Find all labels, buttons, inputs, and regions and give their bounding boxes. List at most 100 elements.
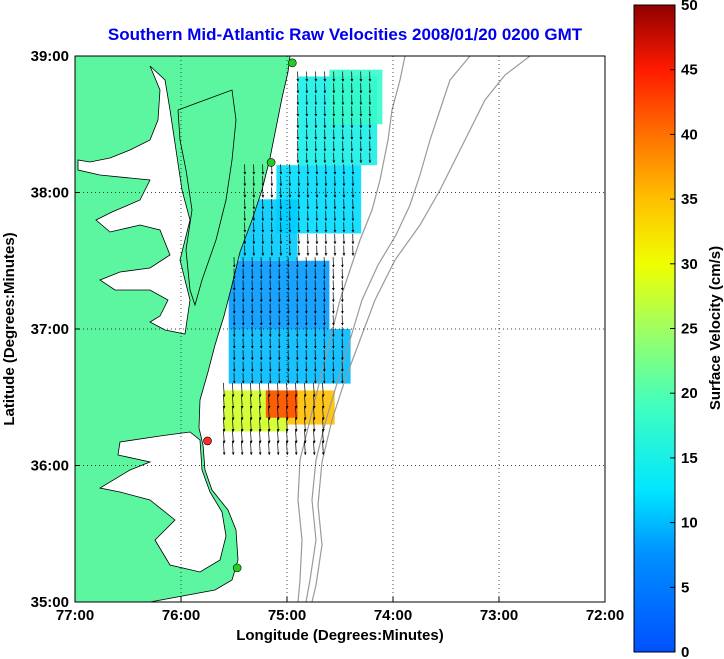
y-axis-label: Latitude (Degrees:Minutes) [1,232,18,425]
velocity-vector [231,429,235,444]
colorbar-gradient [633,4,676,653]
x-tick-label: 77:00 [56,607,94,624]
velocity-vector [267,406,271,421]
velocity-vector [294,417,298,432]
velocity-vector [276,406,280,421]
velocity-vector [222,440,226,456]
velocity-vector [240,406,244,421]
velocity-vector [249,406,253,421]
velocity-cell-1 [329,69,383,125]
velocity-vector [321,429,325,444]
velocity-vector [222,394,226,409]
chesapeake-bay [77,65,191,335]
radar-station-2 [203,436,212,446]
velocity-vector [240,417,244,432]
radar-station-1 [266,158,276,167]
velocity-vector [240,440,244,456]
map-plot-area [74,55,606,603]
velocity-vector [312,417,316,432]
velocity-vector [231,382,235,398]
velocity-vector [267,394,271,409]
velocity-vector [303,382,307,398]
velocity-vector [303,440,307,456]
velocity-vector [303,417,307,432]
delmarva-peninsula [177,89,237,307]
colorbar-tick-label: 25 [681,321,698,338]
x-axis-label: Longitude (Degrees:Minutes) [236,627,444,644]
colorbar-tick-label: 0 [681,644,689,659]
velocity-vector [285,394,289,409]
radar-station-3 [232,563,242,573]
velocity-vector [312,406,316,421]
velocity-vector [312,382,316,398]
velocity-vector [267,440,271,456]
chart-title: Southern Mid-Atlantic Raw Velocities 200… [108,25,583,44]
velocity-vector [303,406,307,421]
velocity-vector [222,417,226,432]
velocity-vector [321,440,325,456]
velocity-vector [258,382,262,398]
colorbar-tick-label: 5 [681,579,689,596]
velocity-cell-8 [265,390,298,418]
x-tick-label: 73:00 [480,607,518,624]
velocity-vector [294,394,298,409]
velocity-vector [222,382,226,398]
velocity-vector [222,429,226,444]
colorbar-label: Surface Velocity (cm/s) [707,246,724,410]
velocity-vector [303,394,307,409]
velocity-vector [312,394,316,409]
x-tick-label: 75:00 [268,607,306,624]
colorbar-tick-label: 10 [681,515,698,532]
colorbar-tick-label: 15 [681,450,698,467]
bathymetry-contours [297,56,531,602]
velocity-vector [249,394,253,409]
radar-station-0 [287,58,297,68]
velocity-vector [276,394,280,409]
colorbar-tick-label: 30 [681,256,698,273]
velocity-vector [294,382,298,398]
y-tick-label: 39:00 [31,48,69,65]
velocity-vector [249,429,253,444]
velocity-vector [249,382,253,398]
y-tick-label: 36:00 [31,458,69,475]
velocity-vectors [222,71,372,456]
y-tick-label: 35:00 [31,594,69,611]
colorbar-tick-label: 35 [681,191,698,208]
velocity-vector [249,417,253,432]
velocity-vector [312,429,316,444]
velocity-vector [258,440,262,456]
colorbar-tick-label: 20 [681,385,698,402]
velocity-vector [267,417,271,432]
velocity-vector [258,394,262,409]
velocity-vector [276,382,280,398]
velocity-vector [294,406,298,421]
y-tick-label: 38:00 [31,185,69,202]
y-axis-ticks: 35:00 36:00 37:00 38:00 39:00 [31,48,80,611]
velocity-vector [312,440,316,456]
velocity-vector [240,382,244,398]
velocity-vector [267,429,271,444]
colorbar-tick-label: 40 [681,126,698,143]
velocity-vector [321,394,325,409]
x-axis-ticks: 77:00 76:00 75:00 74:00 73:00 72:00 [56,597,624,624]
velocity-vector [276,440,280,456]
velocity-vector [231,406,235,421]
y-tick-label: 37:00 [31,321,69,338]
x-tick-label: 76:00 [162,607,200,624]
velocity-vector [231,440,235,456]
x-tick-label: 74:00 [374,607,412,624]
colorbar-tick-label: 50 [681,0,698,14]
velocity-vector [294,429,298,444]
velocity-vector [240,394,244,409]
colorbar-tick-label: 45 [681,62,698,79]
colorbar: 0 5 10 15 20 25 30 35 40 45 50 Surface Velocity (c… [633,0,724,659]
x-tick-label: 72:00 [586,607,624,624]
velocity-vector [258,417,262,432]
colorbar-ticks: 0 5 10 15 20 25 30 35 40 45 50 [670,0,698,659]
velocity-vector [276,429,280,444]
map-grid [75,56,605,602]
radar-stations [203,58,297,573]
pamlico-sound [98,431,227,573]
velocity-vector [321,417,325,432]
velocity-vector [294,440,298,456]
